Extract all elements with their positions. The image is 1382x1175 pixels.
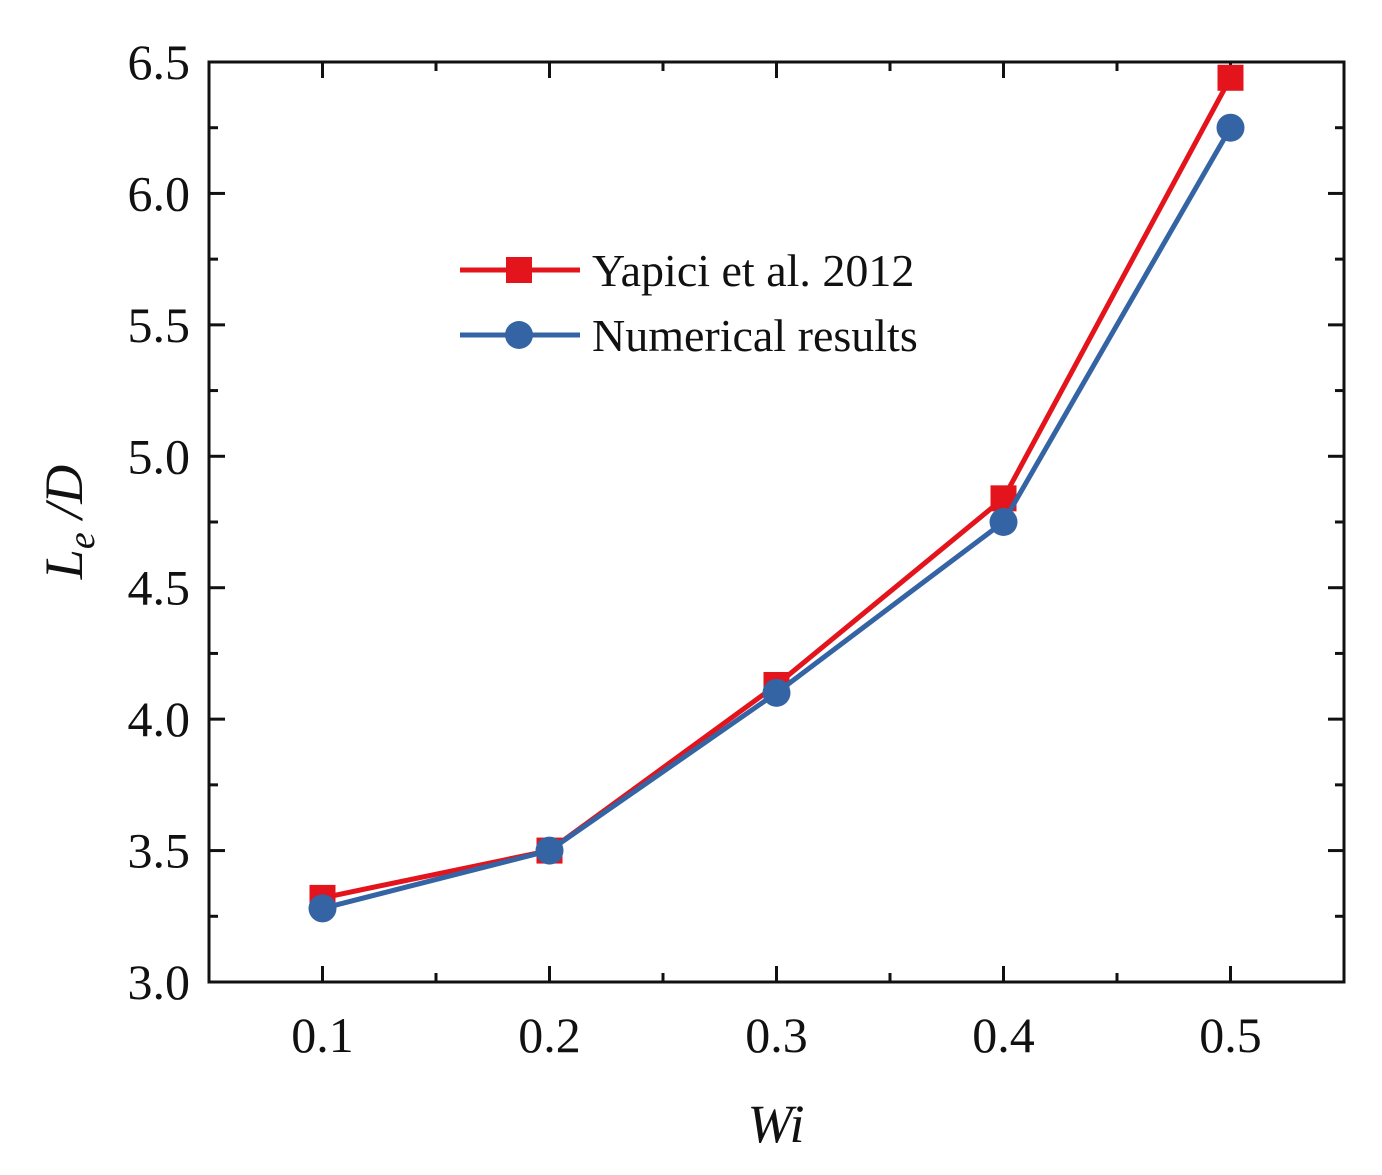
y-axis-title-main: L bbox=[34, 549, 94, 580]
x-tick-label: 0.1 bbox=[291, 1007, 354, 1063]
x-tick-label: 0.2 bbox=[518, 1007, 581, 1063]
series-yapici bbox=[309, 64, 1244, 911]
data-point-circle bbox=[989, 508, 1018, 536]
data-point-circle bbox=[308, 894, 337, 923]
y-tick-label: 6.0 bbox=[128, 165, 191, 221]
y-tick-label: 4.0 bbox=[128, 691, 191, 747]
y-tick-label: 6.5 bbox=[128, 34, 191, 90]
y-tick-label: 3.0 bbox=[128, 954, 191, 1010]
x-tick-labels: 0.1 0.2 0.3 0.4 0.5 bbox=[291, 1007, 1262, 1063]
x-tick-label: 0.3 bbox=[745, 1007, 808, 1063]
series-line bbox=[321, 76, 1233, 901]
y-axis-title-subscript: e bbox=[61, 532, 103, 549]
y-tick-label: 4.5 bbox=[128, 560, 191, 616]
legend-label-numerical: Numerical results bbox=[592, 310, 918, 361]
legend-label-yapici: Yapici et al. 2012 bbox=[592, 245, 914, 296]
x-tick-label: 0.5 bbox=[1199, 1007, 1262, 1063]
series-numerical bbox=[308, 113, 1245, 923]
y-tick-label: 5.5 bbox=[128, 297, 191, 353]
x-axis-title: Wi bbox=[747, 1094, 804, 1154]
axis-ticks bbox=[209, 60, 1344, 984]
y-axis-title-tail: /D bbox=[34, 465, 94, 533]
series-layer bbox=[308, 64, 1245, 923]
legend: Yapici et al. 2012 Numerical results bbox=[460, 245, 918, 361]
data-point-circle bbox=[762, 678, 791, 707]
data-point-square bbox=[1217, 64, 1244, 91]
y-tick-label: 3.5 bbox=[128, 823, 191, 879]
y-tick-label: 5.0 bbox=[128, 428, 191, 484]
y-tick-labels: 3.0 3.5 4.0 4.5 5.0 5.5 6.0 6.5 bbox=[128, 34, 191, 1010]
legend-marker-yapici bbox=[506, 257, 532, 283]
legend-marker-numerical bbox=[505, 321, 533, 349]
data-point-circle bbox=[1216, 113, 1245, 142]
y-axis-title: Le /D bbox=[34, 465, 103, 580]
x-tick-label: 0.4 bbox=[972, 1007, 1035, 1063]
data-point-circle bbox=[535, 836, 564, 865]
plot-frame bbox=[207, 60, 1346, 984]
